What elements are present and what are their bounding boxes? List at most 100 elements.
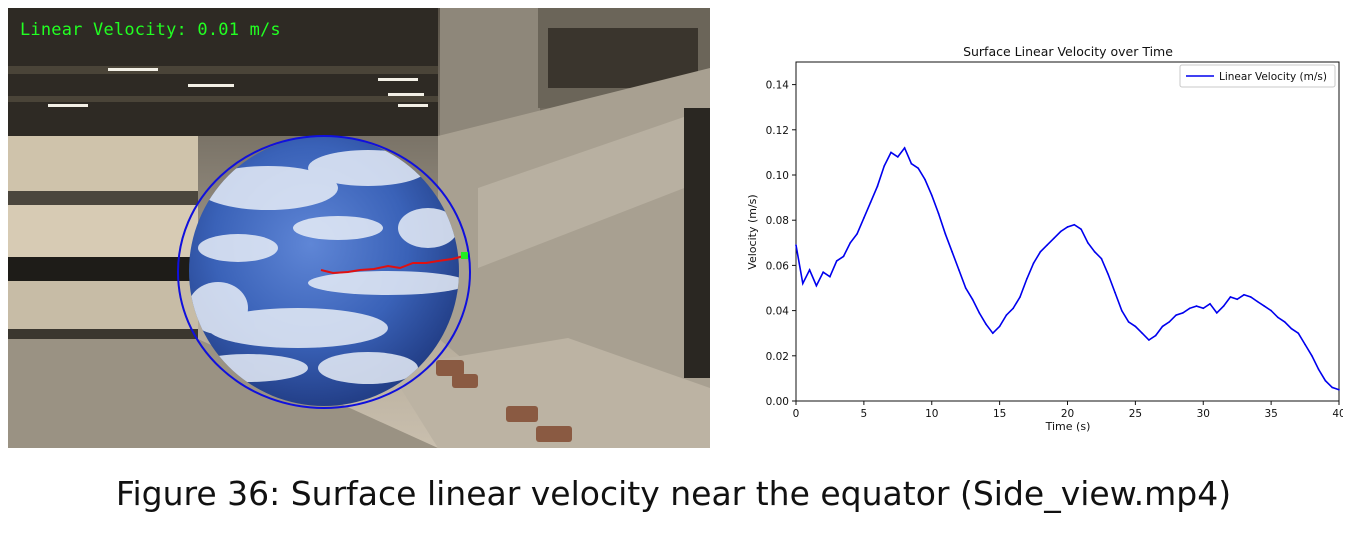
data-point [1059, 230, 1062, 233]
data-point [801, 282, 804, 285]
data-point [958, 269, 960, 271]
data-point [856, 232, 858, 235]
data-point [829, 275, 831, 278]
data-point [951, 251, 953, 253]
y-tick-label: 0.00 [766, 396, 789, 408]
y-tick-label: 0.04 [766, 306, 790, 318]
data-point [869, 201, 872, 203]
data-point [1046, 244, 1048, 246]
y-tick-label: 0.06 [766, 260, 790, 272]
data-point [903, 147, 906, 149]
data-point [1249, 296, 1252, 298]
x-tick-label: 0 [793, 408, 800, 420]
video-frame: Linear Velocity: 0.01 m/s [8, 8, 710, 448]
data-point [1277, 316, 1279, 319]
data-point [1202, 307, 1205, 310]
data-point [1182, 312, 1184, 314]
data-point [1263, 305, 1266, 307]
trajectory-line [320, 255, 465, 275]
data-point [808, 269, 811, 271]
x-tick-label: 15 [993, 408, 1006, 420]
data-point [1039, 251, 1042, 253]
data-point [1107, 273, 1110, 276]
data-point [849, 242, 852, 244]
data-point [1019, 296, 1021, 298]
y-axis-title: Velocity (m/s) [746, 194, 759, 269]
data-point [944, 232, 947, 235]
x-axis-title: Time (s) [1045, 420, 1091, 433]
data-point [1087, 242, 1089, 244]
data-point [1188, 307, 1191, 310]
y-tick-label: 0.12 [766, 125, 789, 137]
x-tick-label: 40 [1332, 408, 1343, 420]
data-point [1216, 312, 1218, 314]
chart-panel: Surface Linear Velocity over Time 0 5 10 15… [728, 36, 1346, 440]
data-point [1243, 293, 1245, 296]
data-point [890, 151, 892, 154]
y-tick-label: 0.08 [766, 215, 789, 227]
velocity-overlay-label: Linear Velocity: 0.01 m/s [20, 20, 281, 40]
x-tick-label: 5 [861, 408, 868, 420]
data-point [815, 284, 818, 287]
data-point [910, 162, 913, 165]
y-axis: 0.00 0.02 0.04 0.06 0.08 0.10 0.12 0.14 [766, 80, 796, 408]
data-point [1114, 291, 1116, 294]
chart-title: Surface Linear Velocity over Time [963, 44, 1173, 59]
data-point [1209, 303, 1211, 305]
series-line-linear-velocity [795, 146, 1340, 391]
data-point [1080, 228, 1082, 231]
data-point [1311, 355, 1313, 357]
data-point [842, 255, 845, 258]
data-point [992, 332, 994, 335]
data-point [1025, 278, 1028, 280]
atrium-scene [8, 8, 710, 448]
data-point [1297, 332, 1300, 335]
sofas [436, 360, 572, 442]
data-point [1229, 296, 1232, 298]
data-point [1032, 262, 1035, 264]
y-tick-label: 0.10 [766, 170, 789, 182]
data-point [1195, 305, 1198, 307]
data-point [1066, 226, 1069, 228]
y-tick-label: 0.02 [766, 351, 789, 363]
data-point [883, 165, 886, 167]
data-point [1053, 237, 1055, 240]
data-point [1331, 386, 1334, 389]
data-point [1154, 334, 1157, 337]
data-point [863, 217, 865, 219]
data-point [795, 244, 797, 246]
data-point [930, 194, 933, 197]
x-tick-label: 35 [1264, 408, 1277, 420]
data-point [1127, 321, 1130, 323]
data-point [1134, 325, 1137, 328]
data-point [1141, 332, 1143, 335]
data-point [1100, 257, 1103, 260]
tracked-point-marker [461, 252, 468, 259]
data-point [1317, 368, 1320, 371]
velocity-chart: Surface Linear Velocity over Time 0 5 10 15… [746, 44, 1346, 433]
x-axis: 0 5 10 15 20 25 30 35 40 [793, 401, 1346, 420]
data-point [1005, 314, 1008, 316]
data-point [1338, 388, 1340, 391]
data-point [978, 312, 981, 314]
figure-caption: Figure 36: Surface linear velocity near … [115, 474, 1232, 513]
x-tick-label: 25 [1129, 408, 1142, 420]
data-point [1093, 251, 1096, 253]
legend-box [1179, 64, 1336, 88]
x-tick-label: 30 [1197, 408, 1210, 420]
data-point [1270, 309, 1272, 312]
data-point [1012, 307, 1014, 310]
data-point [937, 212, 940, 215]
data-point [998, 325, 1001, 328]
y-tick-label: 0.14 [766, 80, 790, 92]
data-point [985, 323, 987, 325]
data-point [1256, 300, 1259, 303]
data-point [1161, 325, 1164, 328]
globe-clouds [189, 150, 459, 384]
data-point [1073, 223, 1076, 226]
data-point [1283, 321, 1286, 323]
data-point [835, 260, 838, 262]
data-point [822, 271, 824, 273]
data-point [876, 185, 879, 188]
plot-area [795, 61, 1340, 402]
